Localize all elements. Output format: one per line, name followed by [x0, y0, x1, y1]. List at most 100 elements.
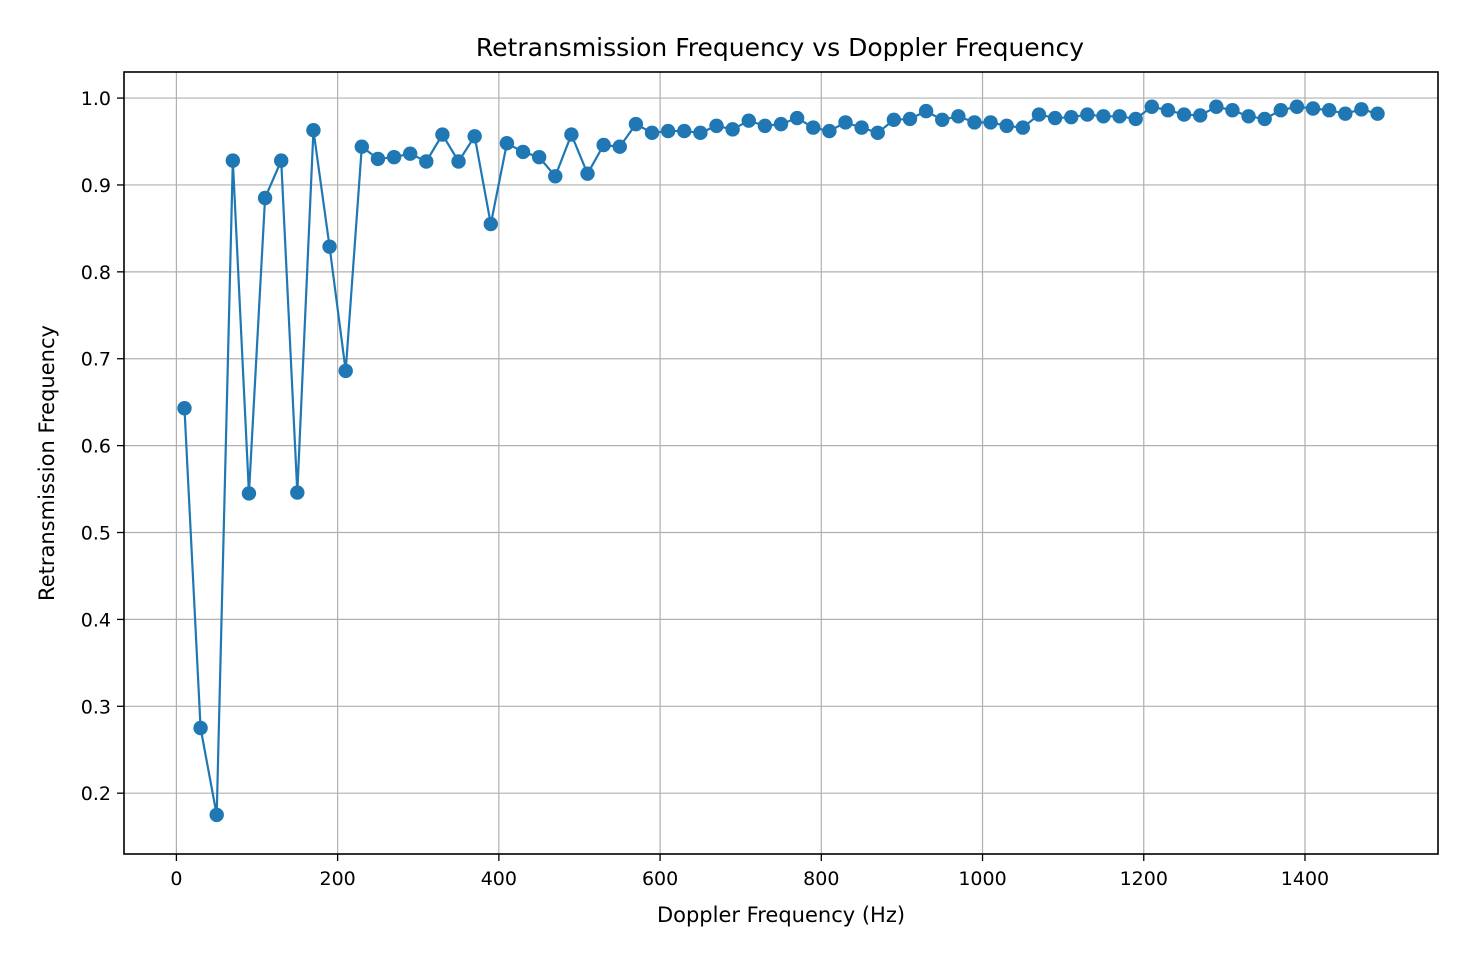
- data-point: [935, 112, 950, 127]
- data-point: [1273, 103, 1289, 118]
- data-point: [838, 115, 853, 130]
- data-point: [951, 109, 966, 124]
- data-point: [1112, 109, 1127, 124]
- data-point: [999, 118, 1014, 134]
- data-point: [660, 123, 676, 139]
- data-point: [451, 154, 466, 169]
- data-point: [419, 154, 434, 169]
- series-line-layer: [183, 105, 1378, 817]
- grid: [124, 72, 1438, 854]
- data-point: [902, 111, 918, 127]
- data-point: [1096, 109, 1111, 124]
- data-point: [386, 149, 402, 165]
- data-point: [773, 116, 789, 132]
- plot-frame: [123, 71, 1439, 855]
- y-tick-label: 0.3: [81, 696, 111, 718]
- data-point: [370, 151, 386, 167]
- data-point: [870, 125, 885, 141]
- data-point: [225, 153, 241, 168]
- data-point: [1257, 111, 1272, 127]
- y-tick-label: 0.4: [81, 609, 111, 631]
- data-point: [967, 115, 982, 130]
- data-point: [467, 129, 482, 144]
- data-point: [209, 807, 224, 823]
- data-point: [1354, 102, 1369, 117]
- data-point: [193, 720, 208, 736]
- y-tick-label: 0.9: [81, 175, 111, 197]
- x-axis-label: Doppler Frequency (Hz): [657, 903, 905, 927]
- x-tick-label: 1400: [1281, 868, 1329, 890]
- data-point: [741, 113, 756, 128]
- data-point: [548, 169, 563, 184]
- y-axis: 0.2 0.3 0.4 0.5 0.6 0.7 0.8 0.9 1.0: [81, 88, 124, 805]
- data-point: [1209, 99, 1224, 114]
- data-point: [338, 363, 353, 379]
- data-point: [628, 116, 644, 132]
- data-point: [612, 139, 627, 154]
- y-tick-label: 0.7: [81, 349, 111, 371]
- x-tick-label: 0: [170, 868, 182, 890]
- data-point: [1176, 107, 1192, 122]
- x-tick-label: 200: [319, 868, 355, 890]
- data-point: [290, 485, 305, 500]
- data-point: [1321, 103, 1337, 118]
- data-point: [1338, 106, 1353, 121]
- data-point: [499, 136, 515, 151]
- data-point: [1305, 101, 1321, 116]
- y-tick-label: 1.0: [81, 88, 111, 110]
- data-point: [435, 127, 450, 142]
- data-point: [1031, 107, 1047, 122]
- x-tick-label: 600: [642, 868, 678, 890]
- y-axis-label: Retransmission Frequency: [35, 325, 59, 601]
- data-point: [515, 144, 531, 160]
- data-point: [596, 137, 611, 153]
- data-point: [1241, 109, 1256, 124]
- data-point: [1370, 106, 1385, 121]
- data-point: [483, 216, 498, 232]
- data-point: [822, 123, 837, 139]
- data-point: [1015, 120, 1031, 135]
- data-point: [564, 127, 579, 142]
- data-point: [886, 112, 902, 127]
- data-point: [531, 149, 547, 165]
- series-line: [183, 105, 1378, 817]
- x-tick-label: 400: [481, 868, 517, 890]
- data-point: [402, 146, 418, 161]
- data-point: [1064, 109, 1079, 125]
- data-point: [241, 486, 257, 501]
- x-tick-label: 1000: [958, 868, 1006, 890]
- data-point: [306, 123, 321, 138]
- data-point: [854, 120, 869, 135]
- y-tick-label: 0.5: [81, 523, 111, 545]
- data-point: [1047, 110, 1063, 126]
- data-point: [709, 118, 724, 134]
- data-point: [322, 239, 337, 254]
- data-point: [1160, 103, 1176, 118]
- data-point: [757, 118, 773, 134]
- data-point: [274, 153, 289, 168]
- data-point: [354, 139, 370, 154]
- data-point: [677, 123, 692, 139]
- data-point: [1192, 108, 1208, 123]
- data-point: [806, 120, 821, 135]
- data-point: [1080, 107, 1095, 122]
- data-point: [725, 122, 740, 137]
- data-point: [644, 125, 660, 141]
- x-tick-label: 1200: [1120, 868, 1168, 890]
- data-point: [983, 115, 998, 130]
- data-point: [1144, 99, 1160, 114]
- points-layer: [177, 99, 1385, 823]
- data-point: [918, 103, 934, 119]
- x-axis: 0 200 400 600 800 1000 1200 1400: [170, 854, 1329, 890]
- data-point: [1128, 111, 1143, 127]
- y-tick-label: 0.2: [81, 783, 111, 805]
- data-point: [789, 110, 805, 126]
- data-point: [177, 401, 192, 416]
- data-point: [693, 125, 708, 141]
- data-point: [1289, 99, 1305, 114]
- chart-title: Retransmission Frequency vs Doppler Freq…: [476, 33, 1084, 62]
- data-point: [257, 190, 273, 206]
- data-point: [580, 166, 595, 181]
- x-tick-label: 800: [803, 868, 839, 890]
